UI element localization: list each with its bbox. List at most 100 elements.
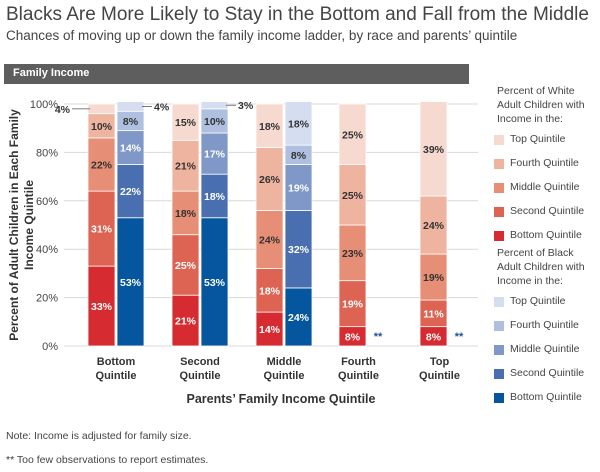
legend-black-title-line: Percent of Black — [497, 247, 574, 259]
y-tick-label: 20% — [36, 293, 58, 305]
white-legend-swatch — [494, 135, 504, 145]
white-data-label: 22% — [91, 160, 113, 172]
white-data-label: 4% — [55, 104, 71, 116]
x-tick-label: Quintile — [180, 370, 221, 382]
black-bar-segment — [116, 217, 145, 347]
x-tick-label: Quintile — [96, 370, 137, 382]
white-data-label: 10% — [91, 121, 113, 133]
white-data-label: 25% — [342, 190, 364, 202]
white-bar-segment — [171, 294, 200, 347]
note-stars: ** — [6, 454, 15, 466]
black-data-label: 19% — [288, 182, 310, 194]
white-bar-segment — [171, 103, 200, 141]
black-data-label: 24% — [288, 312, 310, 324]
white-bar-segment — [419, 299, 448, 328]
black-bar-segment — [200, 217, 229, 347]
black-data-label: 4% — [154, 101, 170, 113]
insufficient-data-marker: ** — [455, 331, 464, 343]
y-tick-label: 0% — [42, 341, 58, 353]
black-legend-label: Second Quintile — [510, 367, 585, 379]
black-data-label: 10% — [204, 116, 226, 128]
black-bar-segment — [200, 173, 229, 219]
black-bar-segment — [200, 108, 229, 134]
white-data-label: 19% — [423, 272, 445, 284]
chart-title: Blacks Are More Likely to Stay in the Bo… — [6, 4, 589, 25]
white-data-label: 15% — [175, 117, 197, 129]
white-data-label: 24% — [423, 220, 445, 232]
white-data-label: 24% — [259, 235, 281, 247]
white-data-label: 8% — [426, 331, 442, 343]
white-bar-segment — [338, 280, 367, 328]
insufficient-data-marker: ** — [374, 331, 383, 343]
black-legend-swatch — [494, 297, 504, 307]
black-data-label: 53% — [204, 277, 226, 289]
white-bar-segment — [338, 224, 367, 282]
black-legend-label: Bottom Quintile — [510, 391, 582, 403]
black-bar-segment — [116, 130, 145, 165]
white-data-label: 18% — [259, 121, 281, 133]
black-bar-segment — [284, 287, 313, 347]
y-axis-label: Income Quintile — [22, 180, 36, 270]
black-data-label: 8% — [123, 116, 139, 128]
white-legend-label: Top Quintile — [510, 133, 566, 145]
legend-white-title: Percent of White Adult Children with Inc… — [497, 84, 597, 126]
white-legend-swatch — [494, 159, 504, 169]
black-legend-label: Fourth Quintile — [510, 319, 579, 331]
white-data-label: 23% — [342, 248, 364, 260]
white-data-label: 39% — [423, 144, 445, 156]
y-tick-label: 80% — [36, 147, 58, 159]
x-tick-label: Fourth — [341, 356, 376, 368]
black-data-label: 18% — [204, 191, 226, 203]
x-tick-label: Top — [430, 356, 450, 368]
black-legend-swatch — [494, 393, 504, 403]
white-legend-label: Bottom Quintile — [510, 229, 582, 241]
banner-label: Family Income — [13, 67, 90, 79]
black-data-label: 17% — [204, 149, 226, 161]
white-data-label: 33% — [91, 301, 113, 313]
legend-black-title-line: Adult Children with — [497, 261, 585, 273]
white-bar-segment — [419, 195, 448, 255]
black-bar-segment — [284, 101, 313, 146]
white-bar-segment — [419, 253, 448, 301]
white-bar-segment — [87, 190, 116, 267]
note-insufficient: ** Too few observations to report estima… — [6, 454, 208, 466]
black-data-label: 32% — [288, 244, 310, 256]
black-data-label: 14% — [120, 143, 142, 155]
white-data-label: 14% — [259, 324, 281, 336]
white-legend-label: Second Quintile — [510, 205, 585, 217]
legend-white-title-line: Percent of White — [497, 85, 575, 97]
legend-black-title: Percent of Black Adult Children with Inc… — [497, 246, 597, 288]
legend-white-title-line: Adult Children with — [497, 99, 585, 111]
note-income: Note: Income is adjusted for family size… — [6, 430, 192, 442]
black-bar-segment — [284, 164, 313, 211]
white-legend-swatch — [494, 231, 504, 241]
black-data-label: 8% — [291, 150, 307, 162]
white-bar-segment — [338, 103, 367, 165]
white-bar-segment — [338, 164, 367, 226]
white-data-label: 31% — [91, 224, 113, 236]
black-legend-swatch — [494, 321, 504, 331]
white-data-label: 25% — [342, 129, 364, 141]
black-bar-segment — [116, 101, 145, 112]
white-data-label: 25% — [175, 260, 197, 272]
black-bar-segment — [200, 132, 229, 175]
black-legend-label: Middle Quintile — [510, 343, 580, 355]
white-data-label: 21% — [175, 161, 197, 173]
legend-white-title-line: Income in the: — [497, 113, 563, 125]
x-tick-label: Bottom — [97, 356, 136, 368]
white-legend-label: Fourth Quintile — [510, 157, 579, 169]
white-bar-segment — [87, 137, 116, 192]
white-bar-segment — [87, 265, 116, 347]
black-data-label: 53% — [120, 277, 142, 289]
white-bar-segment — [255, 103, 284, 148]
white-data-label: 11% — [423, 308, 444, 320]
y-tick-label: 100% — [30, 99, 58, 111]
y-axis-label: Percent of Adult Children in Each Family — [7, 109, 21, 341]
white-bar-segment — [171, 234, 200, 296]
black-legend-label: Top Quintile — [510, 295, 566, 307]
white-data-label: 19% — [342, 299, 364, 311]
x-axis-label: Parents’ Family Income Quintile — [187, 392, 376, 406]
white-data-label: 26% — [259, 174, 281, 186]
x-tick-label: Quintile — [264, 370, 305, 382]
white-legend-swatch — [494, 207, 504, 217]
